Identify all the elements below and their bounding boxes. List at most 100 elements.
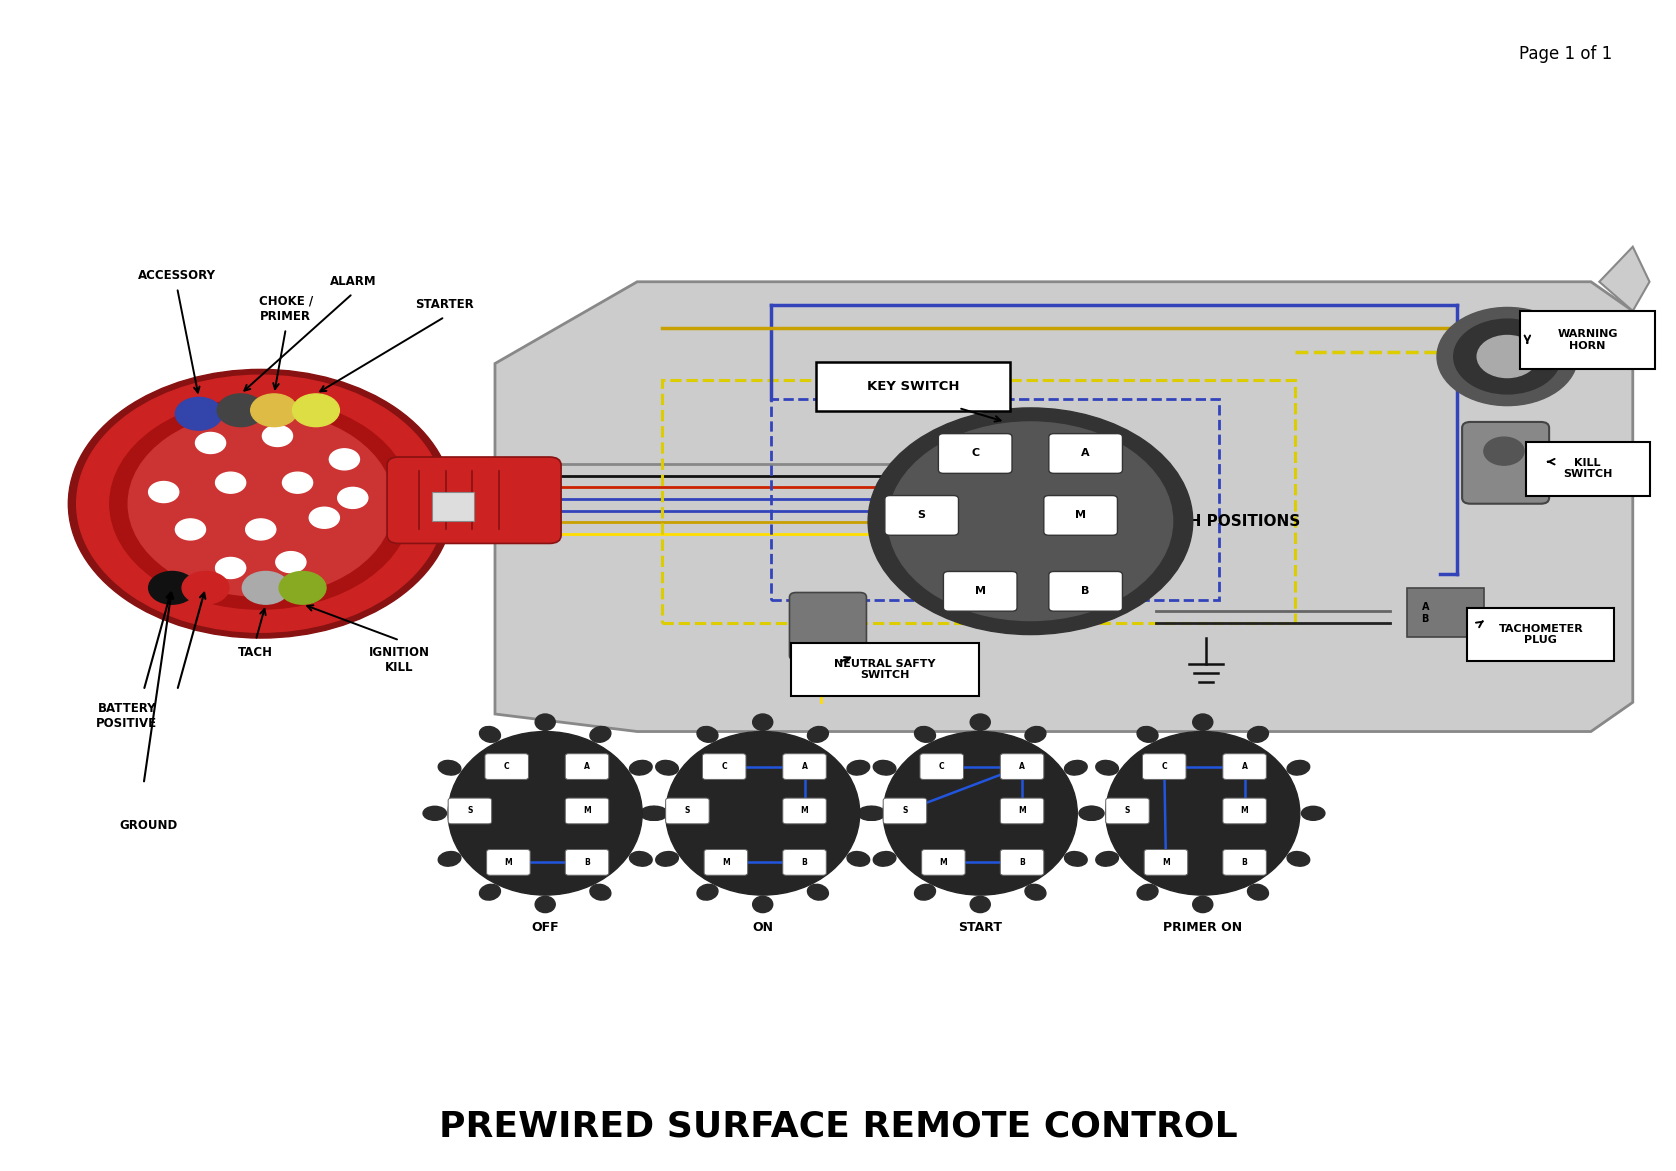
Ellipse shape [655,760,679,775]
FancyBboxPatch shape [432,492,474,521]
Text: M: M [940,858,947,867]
FancyBboxPatch shape [922,849,965,875]
Ellipse shape [1064,851,1088,867]
Ellipse shape [422,807,446,821]
Ellipse shape [437,851,461,867]
Text: M: M [1161,858,1170,867]
Polygon shape [1599,247,1649,311]
Ellipse shape [753,714,773,731]
Text: B: B [1019,858,1026,867]
Circle shape [283,472,313,493]
Ellipse shape [1287,851,1309,867]
Text: TACH: TACH [238,646,273,659]
Circle shape [1540,347,1567,365]
Ellipse shape [1136,726,1158,742]
Text: A: A [1421,602,1430,611]
FancyBboxPatch shape [1461,422,1549,504]
Text: ALARM: ALARM [330,275,375,288]
Text: M: M [722,858,729,867]
Text: KILL
SWITCH: KILL SWITCH [1564,458,1612,479]
Text: PRIMER ON: PRIMER ON [1163,920,1242,933]
Circle shape [129,411,394,596]
Circle shape [794,643,825,664]
FancyBboxPatch shape [1223,849,1267,875]
Text: NEUTRAL SAFTY
SWITCH: NEUTRAL SAFTY SWITCH [835,659,935,680]
FancyBboxPatch shape [1525,441,1649,495]
Ellipse shape [479,726,501,742]
FancyBboxPatch shape [939,433,1012,473]
Ellipse shape [808,726,828,742]
Circle shape [243,571,290,604]
FancyBboxPatch shape [565,754,608,780]
FancyBboxPatch shape [1466,608,1614,662]
FancyBboxPatch shape [883,799,927,824]
Text: IGNITION
KILL: IGNITION KILL [369,646,431,674]
Ellipse shape [630,760,652,775]
FancyBboxPatch shape [885,495,959,535]
FancyBboxPatch shape [1106,799,1150,824]
Circle shape [176,519,206,540]
Ellipse shape [915,884,935,900]
FancyBboxPatch shape [484,754,528,780]
Ellipse shape [1287,760,1309,775]
Ellipse shape [655,851,679,867]
FancyBboxPatch shape [704,849,747,875]
Circle shape [69,369,453,638]
FancyBboxPatch shape [1049,433,1123,473]
Circle shape [280,571,327,604]
Ellipse shape [861,807,885,821]
Circle shape [246,519,277,540]
Circle shape [149,481,179,502]
Text: ACCESSORY: ACCESSORY [137,269,216,282]
Text: B: B [1242,858,1247,867]
Text: M: M [1019,807,1026,815]
Circle shape [263,425,293,446]
Ellipse shape [1026,884,1046,900]
Ellipse shape [479,884,501,900]
Ellipse shape [970,714,991,731]
Text: A: A [1019,762,1026,771]
Ellipse shape [1136,884,1158,900]
Ellipse shape [873,851,897,867]
Text: M: M [1074,511,1086,520]
Ellipse shape [644,807,667,821]
Ellipse shape [535,896,555,912]
Ellipse shape [1247,884,1269,900]
Ellipse shape [590,884,610,900]
FancyBboxPatch shape [447,799,491,824]
Circle shape [1477,336,1537,377]
Text: S: S [468,807,473,815]
FancyBboxPatch shape [1223,754,1267,780]
FancyBboxPatch shape [1145,849,1188,875]
Text: M: M [975,587,985,596]
Text: B: B [1421,615,1430,624]
Ellipse shape [846,760,870,775]
FancyBboxPatch shape [783,754,826,780]
Text: S: S [685,807,691,815]
FancyBboxPatch shape [665,799,709,824]
Text: C: C [970,448,979,459]
Text: M: M [1240,807,1249,815]
Text: M: M [504,858,513,867]
Text: S: S [1125,807,1130,815]
Ellipse shape [640,807,664,821]
Text: C: C [504,762,510,771]
Ellipse shape [858,807,882,821]
Text: S: S [902,807,908,815]
Circle shape [251,393,298,426]
Circle shape [183,571,230,604]
Ellipse shape [1081,807,1104,821]
Ellipse shape [630,851,652,867]
Circle shape [330,448,359,470]
Ellipse shape [1193,896,1213,912]
Ellipse shape [535,714,555,731]
FancyBboxPatch shape [783,849,826,875]
FancyBboxPatch shape [565,799,608,824]
FancyBboxPatch shape [816,362,1011,411]
Text: C: C [1161,762,1166,771]
Text: A: A [1081,448,1089,459]
FancyBboxPatch shape [783,799,826,824]
Circle shape [310,507,339,528]
Text: TACHOMETER
PLUG: TACHOMETER PLUG [1498,624,1584,645]
Ellipse shape [1026,726,1046,742]
